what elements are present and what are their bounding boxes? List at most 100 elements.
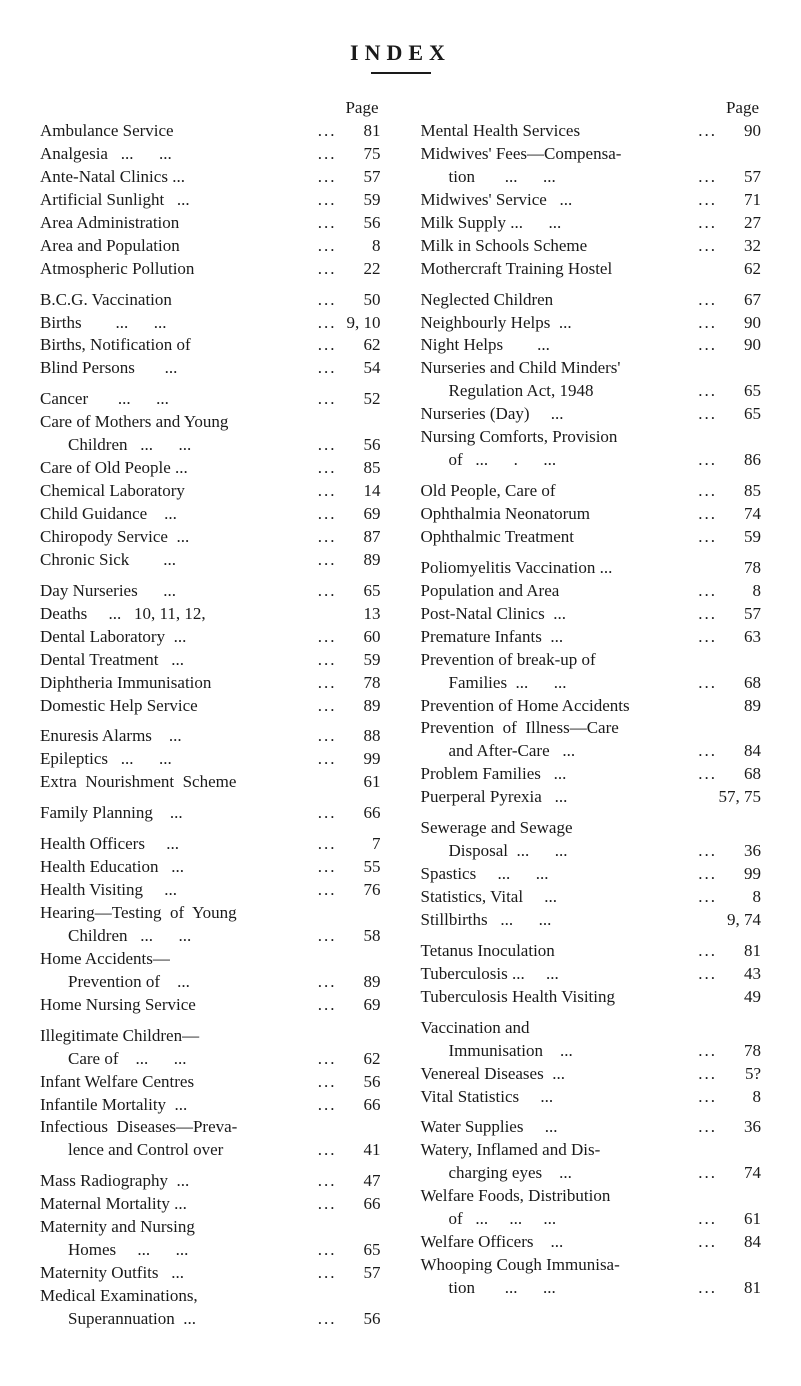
index-entry: Disposal ... ......36 bbox=[421, 840, 762, 863]
leader-dots: ... bbox=[314, 212, 341, 235]
entry-page: 78 bbox=[341, 672, 381, 695]
entry-label: Maternal Mortality ... bbox=[40, 1193, 314, 1216]
entry-page: 59 bbox=[721, 526, 761, 549]
index-entry: Prevention of Home Accidents89 bbox=[421, 695, 762, 718]
index-entry: Venereal Diseases ......5? bbox=[421, 1063, 762, 1086]
entry-label: Mental Health Services bbox=[421, 120, 695, 143]
entry-page: 85 bbox=[341, 457, 381, 480]
index-entry: Blind Persons ......54 bbox=[40, 357, 381, 380]
title-rule bbox=[371, 72, 431, 74]
index-entry: Homes ... ......65 bbox=[40, 1239, 381, 1262]
entry-label: Hearing—Testing of Young bbox=[40, 902, 381, 925]
entry-label: Blind Persons ... bbox=[40, 357, 314, 380]
entry-label: Births ... ... bbox=[40, 312, 314, 335]
index-page: INDEX Page Ambulance Service...81Analges… bbox=[0, 0, 801, 1386]
index-entry: Births ... ......9, 10 bbox=[40, 312, 381, 335]
index-entry: Infant Welfare Centres...56 bbox=[40, 1071, 381, 1094]
leader-dots: ... bbox=[694, 840, 721, 863]
entry-page: 56 bbox=[341, 212, 381, 235]
entry-label: Ophthalmia Neonatorum bbox=[421, 503, 695, 526]
entry-page: 43 bbox=[721, 963, 761, 986]
leader-dots: ... bbox=[314, 695, 341, 718]
index-entry: Health Visiting ......76 bbox=[40, 879, 381, 902]
leader-dots: ... bbox=[694, 403, 721, 426]
entry-page: 57 bbox=[721, 166, 761, 189]
entry-page: 49 bbox=[721, 986, 761, 1009]
entry-page: 74 bbox=[721, 1162, 761, 1185]
entry-page: 81 bbox=[721, 940, 761, 963]
index-entry: Artificial Sunlight ......59 bbox=[40, 189, 381, 212]
leader-dots: ... bbox=[694, 526, 721, 549]
index-entry: lence and Control over...41 bbox=[40, 1139, 381, 1162]
leader-dots: ... bbox=[314, 1193, 341, 1216]
group-gap bbox=[40, 717, 381, 725]
leader-dots: ... bbox=[694, 863, 721, 886]
entry-page: 62 bbox=[341, 334, 381, 357]
leader-dots: ... bbox=[314, 166, 341, 189]
entry-page: 57 bbox=[341, 1262, 381, 1285]
leader-dots: ... bbox=[694, 1086, 721, 1109]
index-entry: Ophthalmic Treatment...59 bbox=[421, 526, 762, 549]
index-entry: B.C.G. Vaccination...50 bbox=[40, 289, 381, 312]
entry-label: Watery, Inflamed and Dis- bbox=[421, 1139, 762, 1162]
leader-dots: ... bbox=[314, 120, 341, 143]
entry-page: 60 bbox=[341, 626, 381, 649]
index-entry: Mass Radiography ......47 bbox=[40, 1170, 381, 1193]
index-entry: Poliomyelitis Vaccination ...78 bbox=[421, 557, 762, 580]
entry-label: Sewerage and Sewage bbox=[421, 817, 762, 840]
index-entry: of ... ... ......61 bbox=[421, 1208, 762, 1231]
leader-dots: ... bbox=[314, 626, 341, 649]
entry-label: Problem Families ... bbox=[421, 763, 695, 786]
leader-dots: ... bbox=[314, 549, 341, 572]
index-entry: Vital Statistics ......8 bbox=[421, 1086, 762, 1109]
entry-label: Health Education ... bbox=[40, 856, 314, 879]
entry-label: Nursing Comforts, Provision bbox=[421, 426, 762, 449]
entry-page: 76 bbox=[341, 879, 381, 902]
leader-dots: ... bbox=[314, 258, 341, 281]
index-entry: Maternity Outfits ......57 bbox=[40, 1262, 381, 1285]
entry-page: 66 bbox=[341, 802, 381, 825]
entry-label: Children ... ... bbox=[40, 434, 314, 457]
leader-dots: ... bbox=[694, 166, 721, 189]
leader-dots: ... bbox=[314, 312, 341, 335]
group-gap bbox=[40, 572, 381, 580]
index-entry: Infectious Diseases—Preva- bbox=[40, 1116, 381, 1139]
entry-label: Tetanus Inoculation bbox=[421, 940, 695, 963]
index-entry: Tuberculosis Health Visiting49 bbox=[421, 986, 762, 1009]
leader-dots: ... bbox=[694, 886, 721, 909]
entry-label: Chemical Laboratory bbox=[40, 480, 314, 503]
index-entry: Mental Health Services...90 bbox=[421, 120, 762, 143]
entry-page: 50 bbox=[341, 289, 381, 312]
entry-page: 75 bbox=[341, 143, 381, 166]
entry-label: Medical Examinations, bbox=[40, 1285, 381, 1308]
index-entry: Care of ... ......62 bbox=[40, 1048, 381, 1071]
entry-page: 36 bbox=[721, 840, 761, 863]
index-entry: Tetanus Inoculation...81 bbox=[421, 940, 762, 963]
entry-page: 65 bbox=[721, 380, 761, 403]
index-entry: Watery, Inflamed and Dis- bbox=[421, 1139, 762, 1162]
index-entry: Superannuation ......56 bbox=[40, 1308, 381, 1331]
leader-dots: ... bbox=[694, 940, 721, 963]
entry-label: of ... . ... bbox=[421, 449, 695, 472]
index-entry: Health Education ......55 bbox=[40, 856, 381, 879]
entry-page: 14 bbox=[341, 480, 381, 503]
index-entry: Chiropody Service ......87 bbox=[40, 526, 381, 549]
index-entry: Prevention of ......89 bbox=[40, 971, 381, 994]
entry-label: Welfare Officers ... bbox=[421, 1231, 695, 1254]
leader-dots: ... bbox=[694, 672, 721, 695]
entry-label: Care of Mothers and Young bbox=[40, 411, 381, 434]
index-entry: Prevention of Illness—Care bbox=[421, 717, 762, 740]
leader-dots: ... bbox=[314, 649, 341, 672]
entry-label: Midwives' Fees—Compensa- bbox=[421, 143, 762, 166]
entry-label: Cancer ... ... bbox=[40, 388, 314, 411]
index-entry: Home Accidents— bbox=[40, 948, 381, 971]
entry-label: Care of ... ... bbox=[40, 1048, 314, 1071]
entry-page: 55 bbox=[341, 856, 381, 879]
entry-label: Health Officers ... bbox=[40, 833, 314, 856]
index-entry: Sewerage and Sewage bbox=[421, 817, 762, 840]
entry-label: Health Visiting ... bbox=[40, 879, 314, 902]
leader-dots: ... bbox=[314, 1094, 341, 1117]
index-entry: Extra Nourishment Scheme61 bbox=[40, 771, 381, 794]
leader-dots: ... bbox=[694, 503, 721, 526]
index-entry: Nursing Comforts, Provision bbox=[421, 426, 762, 449]
